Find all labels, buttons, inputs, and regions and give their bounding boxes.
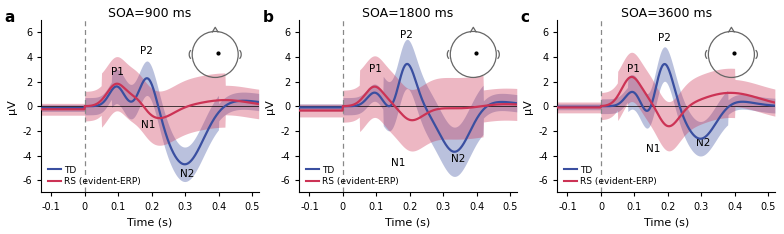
Text: P1: P1 bbox=[627, 64, 640, 74]
Text: b: b bbox=[263, 10, 274, 25]
Text: a: a bbox=[5, 10, 15, 25]
Text: N2: N2 bbox=[451, 154, 466, 164]
Text: P2: P2 bbox=[140, 46, 153, 56]
Text: N1: N1 bbox=[141, 120, 155, 130]
Text: N2: N2 bbox=[695, 138, 710, 148]
Title: SOA=1800 ms: SOA=1800 ms bbox=[362, 7, 454, 20]
Text: N2: N2 bbox=[180, 169, 194, 179]
Y-axis label: μV: μV bbox=[265, 99, 275, 113]
Legend: TD, RS (evident-ERP): TD, RS (evident-ERP) bbox=[564, 165, 657, 186]
Text: c: c bbox=[521, 10, 529, 25]
Title: SOA=900 ms: SOA=900 ms bbox=[108, 7, 191, 20]
Y-axis label: μV: μV bbox=[523, 99, 533, 113]
Text: N1: N1 bbox=[645, 144, 660, 154]
Y-axis label: μV: μV bbox=[7, 99, 17, 113]
Text: P2: P2 bbox=[400, 30, 413, 40]
Text: P1: P1 bbox=[368, 64, 382, 74]
X-axis label: Time (s): Time (s) bbox=[644, 217, 689, 227]
Text: N1: N1 bbox=[391, 158, 405, 168]
X-axis label: Time (s): Time (s) bbox=[127, 217, 172, 227]
X-axis label: Time (s): Time (s) bbox=[386, 217, 430, 227]
Title: SOA=3600 ms: SOA=3600 ms bbox=[621, 7, 712, 20]
Text: P2: P2 bbox=[658, 33, 671, 44]
Legend: TD, RS (evident-ERP): TD, RS (evident-ERP) bbox=[48, 165, 141, 186]
Legend: TD, RS (evident-ERP): TD, RS (evident-ERP) bbox=[306, 165, 399, 186]
Text: P1: P1 bbox=[111, 67, 124, 77]
